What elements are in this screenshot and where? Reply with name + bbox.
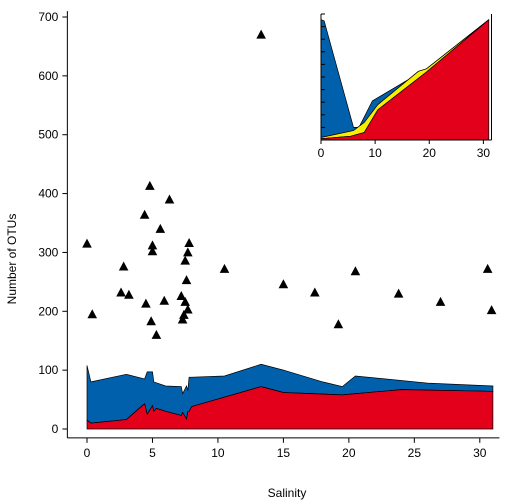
scatter-point bbox=[310, 287, 320, 297]
main-scatter-points bbox=[82, 29, 497, 339]
scatter-point bbox=[350, 266, 361, 276]
inset-axes: 0 10 20 30 bbox=[318, 13, 492, 160]
x-tick-label: 20 bbox=[342, 446, 356, 460]
inset-x-tick-label: 20 bbox=[423, 146, 437, 160]
inset-x-tick-label: 10 bbox=[368, 146, 382, 160]
scatter-point bbox=[181, 275, 192, 285]
x-tick-label: 30 bbox=[473, 446, 487, 460]
scatter-point bbox=[278, 279, 289, 289]
scatter-point bbox=[124, 289, 134, 299]
y-tick-label: 400 bbox=[38, 187, 58, 201]
scatter-point bbox=[219, 263, 230, 273]
inset-area-layers bbox=[320, 14, 492, 141]
scatter-point bbox=[145, 180, 155, 190]
inset-plot: 0 10 20 30 bbox=[318, 13, 492, 160]
scatter-point bbox=[151, 329, 162, 339]
scatter-point bbox=[147, 246, 158, 256]
scatter-point bbox=[184, 238, 194, 248]
x-tick-label: 0 bbox=[84, 446, 91, 460]
scatter-point bbox=[141, 298, 151, 308]
scatter-point bbox=[87, 309, 98, 319]
scatter-point bbox=[393, 288, 404, 298]
scatter-point bbox=[147, 240, 158, 250]
scatter-point bbox=[164, 194, 175, 204]
y-tick-label: 100 bbox=[38, 363, 58, 377]
scatter-point bbox=[180, 255, 190, 265]
scatter-point bbox=[486, 305, 497, 315]
scatter-point bbox=[482, 263, 493, 273]
x-axis-title: Salinity bbox=[268, 486, 307, 500]
x-tick-label: 5 bbox=[149, 446, 156, 460]
y-tick-label: 700 bbox=[38, 10, 58, 24]
scatter-point bbox=[155, 223, 166, 233]
main-area-red bbox=[86, 386, 494, 430]
y-tick-label: 300 bbox=[38, 245, 58, 259]
inset-x-tick-label: 30 bbox=[477, 146, 491, 160]
scatter-point bbox=[116, 287, 126, 297]
scatter-point bbox=[82, 238, 92, 248]
inset-x-tick-label: 0 bbox=[318, 146, 325, 160]
scatter-point bbox=[146, 316, 156, 326]
scatter-point bbox=[179, 309, 189, 319]
scatter-point bbox=[256, 29, 266, 39]
scatter-point bbox=[183, 304, 193, 314]
x-tick-label: 10 bbox=[211, 446, 225, 460]
x-tick-label: 25 bbox=[408, 446, 422, 460]
y-tick-label: 500 bbox=[38, 128, 58, 142]
y-tick-label: 0 bbox=[52, 422, 59, 436]
x-tick-label: 15 bbox=[277, 446, 291, 460]
scatter-point bbox=[118, 261, 129, 271]
scatter-point bbox=[139, 209, 150, 219]
scatter-point bbox=[435, 296, 446, 306]
scatter-point bbox=[333, 319, 344, 329]
scatter-point bbox=[176, 290, 187, 300]
scatter-point bbox=[180, 296, 190, 306]
y-axis-title: Number of OTUs bbox=[5, 214, 19, 305]
scatter-point bbox=[159, 295, 170, 305]
y-tick-label: 600 bbox=[38, 69, 58, 83]
y-tick-label: 200 bbox=[38, 304, 58, 318]
main-area-layers bbox=[86, 363, 494, 430]
scatter-point bbox=[183, 247, 193, 257]
scatter-point bbox=[177, 314, 188, 324]
